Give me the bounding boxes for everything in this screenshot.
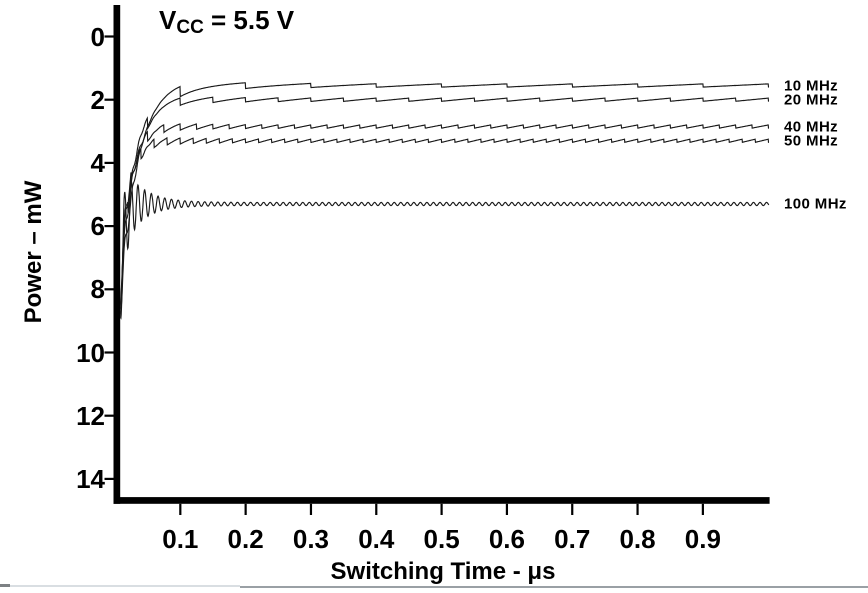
x-tick-label: 0.2 [227, 524, 264, 554]
vcc-annotation: VCC = 5.5 V [159, 5, 295, 38]
series-label-100mhz: 100 MHz [784, 195, 847, 213]
curve-50mhz [120, 136, 770, 305]
x-tick-label: 0.5 [423, 524, 460, 554]
y-tick-label: 8 [90, 274, 105, 305]
page-divider-line-dark [0, 584, 10, 587]
y-tick-label: 14 [76, 463, 105, 494]
curves [120, 82, 770, 320]
series-label-20mhz: 20 MHz [784, 91, 839, 109]
y-tick-label: 0 [90, 21, 105, 52]
x-tick-label: 0.4 [358, 524, 395, 554]
x-axis-title: Switching Time - μs [330, 558, 556, 585]
y-tick-label: 4 [90, 147, 105, 178]
x-tick-label: 0.3 [292, 524, 330, 554]
x-tick-label: 0.7 [554, 524, 591, 554]
x-tick-label: 0.9 [684, 524, 721, 554]
curve-40mhz [120, 123, 770, 306]
curve-20mhz [120, 96, 770, 310]
axes [113, 5, 770, 504]
vcc-annotation-subscript: CC [176, 17, 204, 38]
curve-100mhz [120, 179, 770, 320]
curve-10mhz [120, 82, 770, 315]
y-tick-label: 2 [90, 84, 105, 115]
series-label-50mhz: 50 MHz [784, 132, 839, 150]
y-axis-title: Power – mW [20, 180, 47, 324]
page-divider-line-medium [240, 586, 868, 588]
vcc-annotation-value: = 5.5 V [203, 5, 295, 35]
ticks [104, 35, 704, 515]
series-label-10mhz: 10 MHz [784, 77, 839, 94]
series-label-40mhz: 40 MHz [784, 118, 839, 136]
y-tick-label: 6 [90, 211, 105, 242]
vcc-annotation-prefix: V [159, 5, 177, 35]
y-axis-line [113, 5, 121, 504]
y-tick-label: 12 [76, 400, 105, 431]
x-tick-label: 0.1 [162, 524, 199, 554]
x-tick-label: 0.6 [488, 524, 525, 554]
x-axis-line [113, 497, 770, 504]
y-tick-label: 10 [76, 337, 105, 368]
x-tick-label: 0.8 [619, 524, 656, 554]
page-divider-line-light [10, 585, 240, 587]
